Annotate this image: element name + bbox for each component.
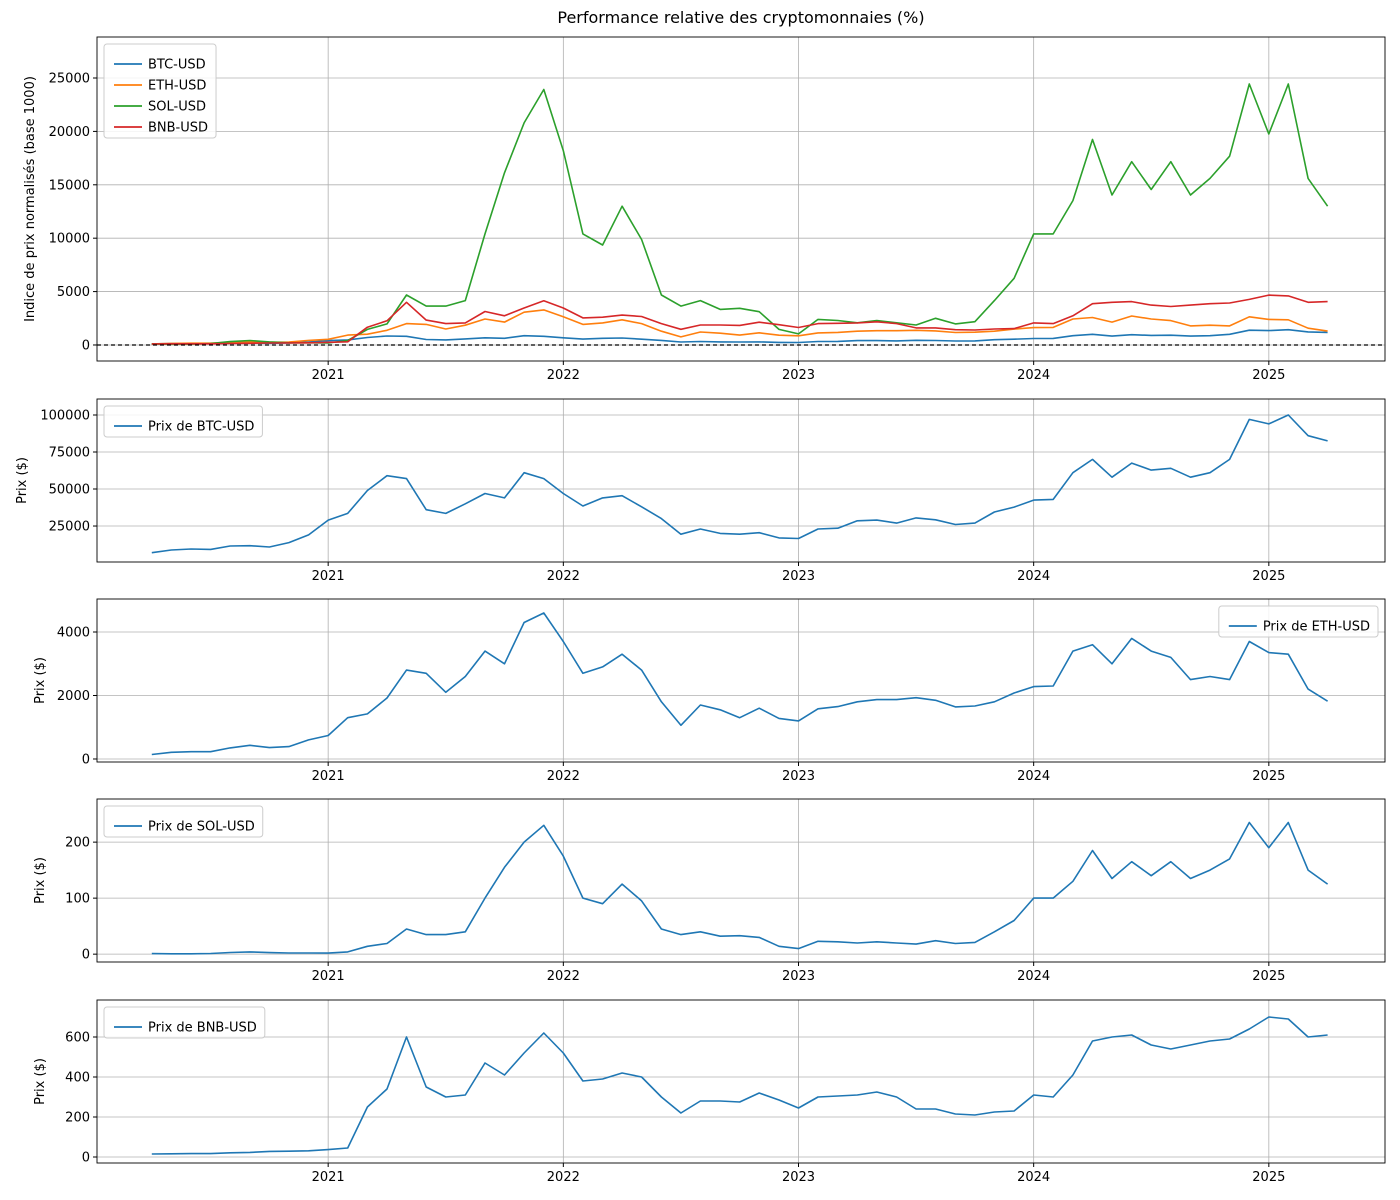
- y-tick-label: 100: [65, 892, 90, 907]
- legend-label: Prix de BTC-USD: [148, 420, 254, 435]
- plot-frame: [96, 398, 1386, 563]
- x-tick-label: 2021: [312, 569, 345, 584]
- legend: Prix de SOL-USD: [103, 805, 264, 838]
- y-tick-label: 200: [65, 1111, 90, 1126]
- chart-title: Performance relative des cryptomonnaies …: [557, 8, 924, 27]
- y-tick-label: 5000: [57, 285, 90, 300]
- y-tick-label: 200: [65, 836, 90, 851]
- y-axis-label: Prix ($): [33, 857, 48, 904]
- x-tick-label: 2022: [547, 368, 580, 383]
- x-tick-label: 2022: [547, 769, 580, 784]
- legend-label: Prix de BNB-USD: [148, 1021, 257, 1036]
- x-tick-label: 2023: [782, 368, 815, 383]
- x-tick-label: 2025: [1252, 769, 1285, 784]
- y-tick-label: 0: [82, 338, 90, 353]
- plot-frame: [96, 798, 1386, 963]
- series-line: [151, 309, 1328, 345]
- y-tick-label: 0: [82, 948, 90, 963]
- x-tick-label: 2024: [1017, 1170, 1050, 1185]
- legend: BTC-USD ETH-USD SOL-USD BNB-USD: [103, 43, 217, 139]
- y-axis-label: Prix ($): [15, 457, 30, 504]
- legend-box: [103, 405, 263, 438]
- x-tick-label: 2021: [312, 969, 345, 984]
- series-line: [151, 612, 1329, 756]
- legend: Prix de ETH-USD: [1218, 605, 1379, 638]
- y-tick-label: 100000: [40, 408, 90, 423]
- subplot: 2021 2022 2023 2024 2025 25000 50000 75000 10000…: [15, 398, 1386, 584]
- series-line: [151, 294, 1328, 345]
- x-tick-label: 2025: [1252, 569, 1285, 584]
- x-tick-label: 2023: [782, 1170, 815, 1185]
- x-tick-label: 2023: [782, 769, 815, 784]
- y-tick-label: 400: [65, 1071, 90, 1086]
- y-axis-label: Prix ($): [33, 1058, 48, 1105]
- y-axis-label: Prix ($): [33, 657, 48, 704]
- legend-box: [1218, 605, 1379, 638]
- subplot: 2021 2022 2023 2024 2025 0 200 400 600 Prix ($) Pr…: [33, 999, 1386, 1185]
- legend-box: [103, 805, 264, 838]
- subplot: 2021 2022 2023 2024 2025 0 2000 4000 Prix ($) Pri…: [33, 598, 1386, 784]
- y-tick-label: 20000: [49, 125, 90, 140]
- subplot: 2021 2022 2023 2024 2025 0 100 200 Prix ($) Prix …: [33, 798, 1386, 984]
- x-tick-label: 2024: [1017, 569, 1050, 584]
- series-line: [151, 1016, 1328, 1155]
- legend-label: BTC-USD: [148, 58, 206, 73]
- y-tick-label: 25000: [49, 520, 90, 535]
- x-tick-label: 2022: [547, 969, 580, 984]
- x-tick-label: 2021: [312, 368, 345, 383]
- y-tick-label: 4000: [57, 626, 90, 641]
- y-axis-label: Indice de prix normalisés (base 1000): [23, 76, 38, 322]
- legend-label: ETH-USD: [148, 79, 206, 94]
- series-line: [151, 821, 1329, 955]
- x-tick-label: 2024: [1017, 969, 1050, 984]
- legend-box: [103, 1006, 266, 1039]
- subplot: Performance relative des cryptomonnaies …: [23, 8, 1386, 383]
- y-tick-label: 25000: [49, 72, 90, 87]
- series-line: [151, 83, 1329, 346]
- plot-frame: [96, 36, 1386, 362]
- x-tick-label: 2024: [1017, 769, 1050, 784]
- legend-box: [103, 43, 217, 139]
- x-tick-label: 2021: [312, 1170, 345, 1185]
- y-tick-label: 15000: [49, 178, 90, 193]
- x-tick-label: 2023: [782, 969, 815, 984]
- y-tick-label: 2000: [57, 689, 90, 704]
- series-line: [151, 414, 1328, 554]
- legend: Prix de BNB-USD: [103, 1006, 266, 1039]
- y-tick-label: 600: [65, 1031, 90, 1046]
- legend-label: SOL-USD: [148, 100, 206, 115]
- x-tick-label: 2021: [312, 769, 345, 784]
- x-tick-label: 2025: [1252, 368, 1285, 383]
- plot-frame: [96, 598, 1386, 763]
- x-tick-label: 2025: [1252, 1170, 1285, 1185]
- y-tick-label: 75000: [49, 446, 90, 461]
- x-tick-label: 2023: [782, 569, 815, 584]
- y-tick-label: 0: [82, 1151, 90, 1166]
- y-tick-label: 10000: [49, 232, 90, 247]
- legend-label: Prix de SOL-USD: [148, 820, 255, 835]
- legend-label: BNB-USD: [148, 121, 208, 136]
- legend-label: Prix de ETH-USD: [1263, 620, 1370, 635]
- legend: Prix de BTC-USD: [103, 405, 263, 438]
- y-tick-label: 50000: [49, 483, 90, 498]
- y-tick-label: 0: [82, 752, 90, 767]
- x-tick-label: 2022: [547, 1170, 580, 1185]
- x-tick-label: 2024: [1017, 368, 1050, 383]
- x-tick-label: 2025: [1252, 969, 1285, 984]
- x-tick-label: 2022: [547, 569, 580, 584]
- plot-frame: [96, 999, 1386, 1164]
